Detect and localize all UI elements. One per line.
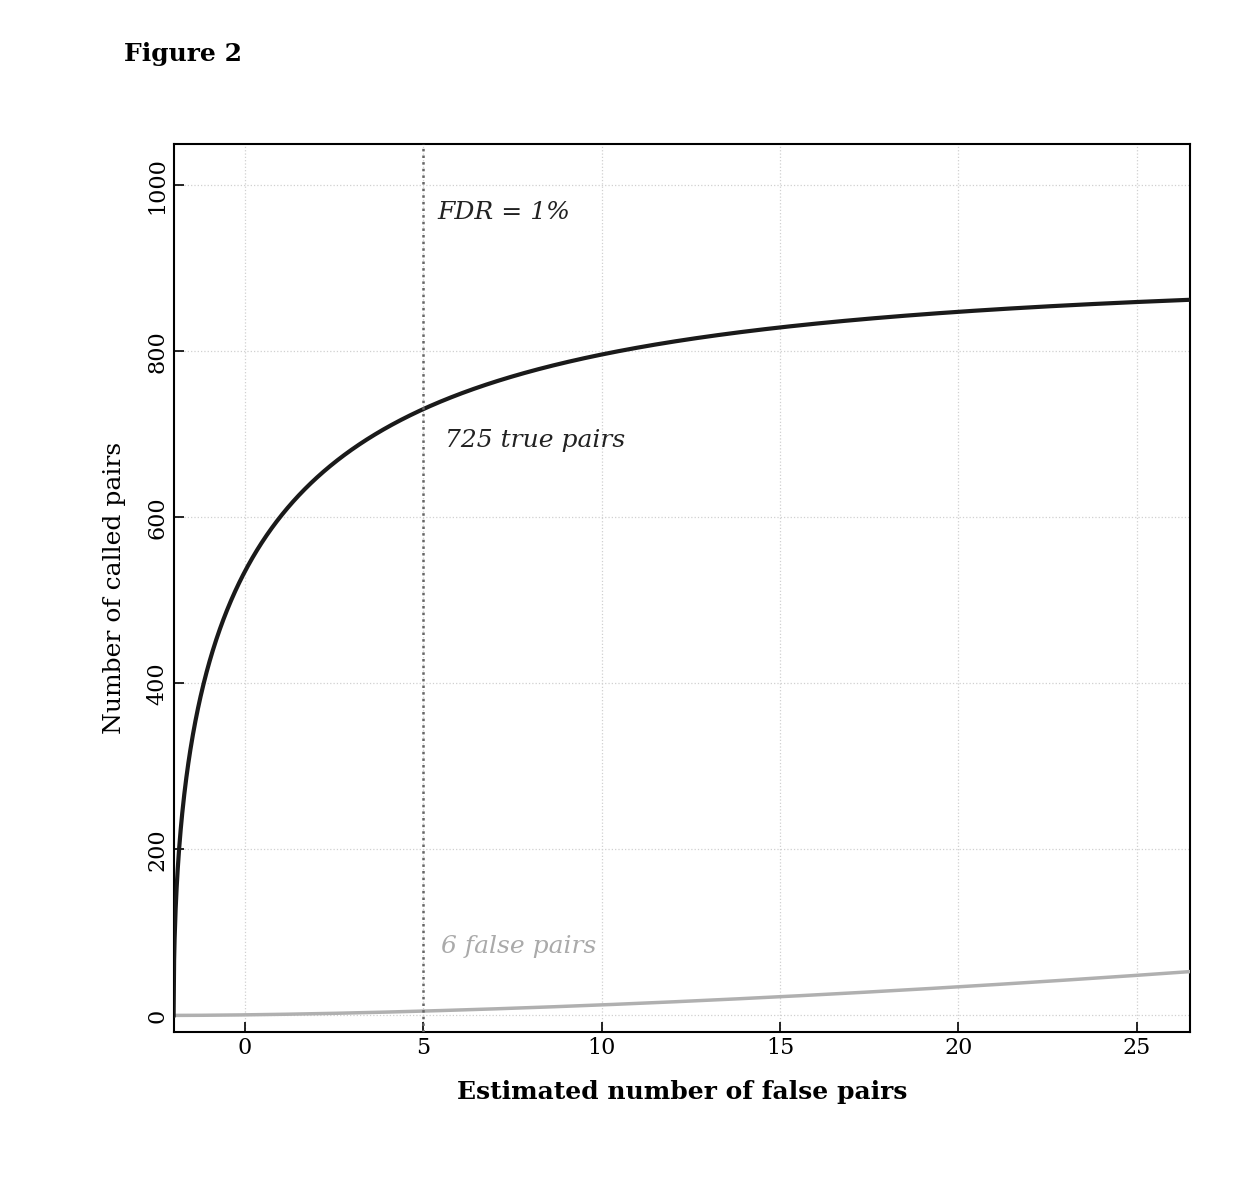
Text: 6 false pairs: 6 false pairs	[441, 935, 596, 958]
Text: Figure 2: Figure 2	[124, 42, 242, 66]
X-axis label: Estimated number of false pairs: Estimated number of false pairs	[456, 1080, 908, 1104]
Text: 725 true pairs: 725 true pairs	[445, 428, 625, 452]
Y-axis label: Number of called pairs: Number of called pairs	[103, 442, 126, 734]
Text: FDR = 1%: FDR = 1%	[438, 200, 570, 223]
